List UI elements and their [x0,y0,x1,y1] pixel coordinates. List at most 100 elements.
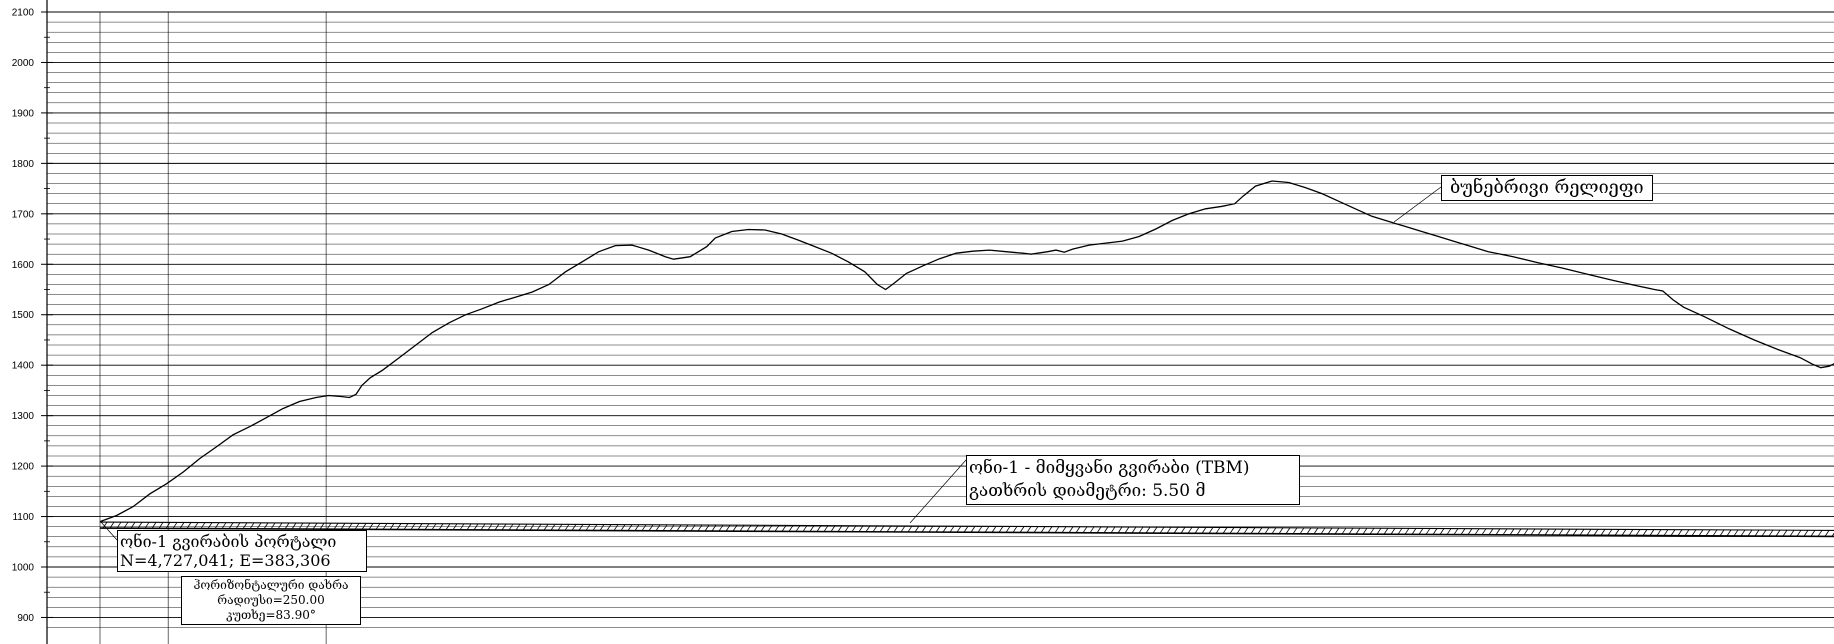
tunnel-hatch-mark [1062,527,1066,533]
tunnel-hatch-mark [229,523,233,529]
tunnel-hatch-mark [1111,527,1115,533]
tunnel-hatch-mark [992,526,996,532]
tunnel-hatch-mark [1510,529,1514,535]
tunnel-hatch-mark [348,523,352,529]
tunnel-hatch-mark [1223,527,1227,533]
tunnel-hatch-mark [1706,530,1710,536]
tunnel-hatch-mark [642,525,646,531]
tunnel-hatch-mark [768,525,772,531]
tunnel-hatch-mark [1020,526,1024,532]
tunnel-hatch-mark [215,523,219,529]
tunnel-hatch-mark [1608,529,1612,535]
tunnel-hatch-mark [558,524,562,530]
tunnel-hatch-mark [201,523,205,529]
tunnel-hatch-mark [355,523,359,529]
tunnel-hatch-mark [1244,528,1248,534]
tunnel-hatch-mark [1615,529,1619,535]
tunnel-hatch-mark [1265,528,1269,534]
tunnel-hatch-mark [1090,527,1094,533]
tunnel-hatch-mark [516,524,520,530]
tunnel-hatch-mark [1692,530,1696,536]
tunnel-hatch-mark [1636,529,1640,535]
tunnel-hatch-mark [1398,528,1402,534]
tunnel-hatch-mark [1622,529,1626,535]
tunnel-hatch-mark [1755,530,1759,536]
tunnel-hatch-mark [579,524,583,530]
tunnel-hatch-mark [495,524,499,530]
tunnel-hatch-mark [1300,528,1304,534]
tunnel-hatch-mark [313,523,317,529]
tunnel-hatch-mark [572,524,576,530]
tunnel-hatch-mark [1118,527,1122,533]
tunnel-hatch-mark [159,522,163,528]
tunnel-hatch-mark [474,524,478,530]
tunnel-leader-line [910,460,966,523]
tunnel-hatch-mark [1454,529,1458,535]
tunnel-hatch-mark [1566,529,1570,535]
tunnel-hatch-mark [180,522,184,528]
tunnel-hatch-mark [1713,530,1717,536]
tunnel-hatch-mark [320,523,324,529]
y-tick-label: 1900 [12,108,35,119]
tunnel-hatch-mark [1790,530,1794,536]
tunnel-hatch-mark [712,525,716,531]
tunnel-hatch-mark [614,525,618,531]
tunnel-hatch-mark [278,523,282,529]
tunnel-hatch-mark [341,523,345,529]
tunnel-hatch-mark [754,525,758,531]
tunnel-hatch-mark [1377,528,1381,534]
tunnel-hatch-mark [1069,527,1073,533]
tunnel-hatch-mark [1580,529,1584,535]
tunnel-hatch-mark [1132,527,1136,533]
tunnel-hatch-mark [1328,528,1332,534]
tunnel-hatch-mark [1818,530,1822,536]
tunnel-hatch-mark [1307,528,1311,534]
tunnel-hatch-mark [1762,530,1766,536]
tunnel-hatch-mark [691,525,695,531]
tunnel-hatch-mark [677,525,681,531]
tunnel-hatch-mark [1293,528,1297,534]
horizontal-curve-label: ჰორიზონტალური დახრა რადიუსი=250.00 კუთხე… [181,576,361,625]
tunnel-hatch-mark [208,523,212,529]
tunnel-hatch-mark [747,525,751,531]
tunnel-hatch-mark [922,526,926,532]
tunnel-hatch-mark [1538,529,1542,535]
tunnel-hatch-mark [327,523,331,529]
tunnel-hatch-mark [985,526,989,532]
tunnel-hatch-mark [1139,527,1143,533]
tunnel-hatch-mark [656,525,660,531]
tunnel-hatch-mark [194,523,198,529]
tunnel-hatch-mark [803,525,807,531]
tunnel-hatch-mark [271,523,275,529]
tunnel-hatch-mark [1601,529,1605,535]
tunnel-hatch-mark [1629,529,1633,535]
tunnel-hatch-mark [698,525,702,531]
tunnel-hatch-mark [1216,527,1220,533]
curve-label-title: ჰორიზონტალური დახრა [182,578,360,593]
tunnel-hatch-mark [1440,529,1444,535]
tunnel-hatch-mark [173,522,177,528]
tunnel-hatch-mark [761,525,765,531]
tunnel-hatch-mark [544,524,548,530]
tunnel-hatch-mark [1797,530,1801,536]
tunnel-hatch-mark [481,524,485,530]
tunnel-hatch-mark [1531,529,1535,535]
y-tick-label: 1500 [12,310,35,321]
tunnel-hatch-mark [250,523,254,529]
tunnel-hatch-mark [1153,527,1157,533]
tunnel-hatch-mark [1083,527,1087,533]
tunnel-hatch-mark [565,524,569,530]
portal-label-coordinates: N=4,727,041; E=383,306 [120,551,364,570]
tunnel-hatch-mark [1524,529,1528,535]
tunnel-hatch-mark [670,525,674,531]
tunnel-hatch-mark [1594,529,1598,535]
tunnel-hatch-mark [1783,530,1787,536]
tunnel-hatch-mark [1643,529,1647,535]
y-tick-label: 1000 [12,563,35,574]
tunnel-hatch-mark [621,525,625,531]
tunnel-hatch-mark [1552,529,1556,535]
tunnel-hatch-mark [362,523,366,529]
tunnel-hatch-mark [964,526,968,532]
tunnel-hatch-mark [1286,528,1290,534]
tunnel-hatch-mark [1104,527,1108,533]
